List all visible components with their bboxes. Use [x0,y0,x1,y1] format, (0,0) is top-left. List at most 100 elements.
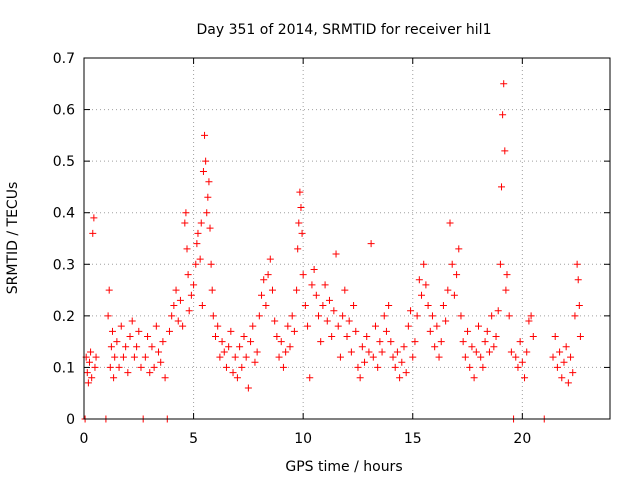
x-tick-label: 0 [80,431,89,447]
data-point [575,302,583,310]
x-axis-label: GPS time / hours [285,459,402,475]
data-point [293,286,301,294]
data-point [133,343,141,351]
data-point [341,286,349,294]
data-point [367,240,375,248]
data-point [551,332,559,340]
data-point [503,271,511,279]
data-point [240,332,248,340]
data-point [251,358,259,366]
data-point [431,343,439,351]
data-point [562,343,570,351]
data-point [197,219,205,227]
data-point [89,229,97,237]
data-point [424,302,432,310]
data-point [448,260,456,268]
y-tick-label: 0.2 [53,309,75,325]
data-point [301,302,309,310]
plot-frame [83,57,611,420]
data-point [415,276,423,284]
data-point [277,338,285,346]
data-point [190,281,198,289]
data-point [444,286,452,294]
data-point [347,348,355,356]
data-point [516,338,524,346]
data-point [231,353,239,361]
data-point [181,219,189,227]
data-point [150,363,158,371]
data-point [361,358,369,366]
data-point [488,312,496,320]
data-point [208,286,216,294]
data-point [298,229,306,237]
data-point [437,338,445,346]
data-point [330,307,338,315]
data-point [481,338,489,346]
data-point [294,245,302,253]
data-point [196,255,204,263]
data-point [286,343,294,351]
data-point [354,363,362,371]
data-point [165,327,173,335]
data-point [308,281,316,289]
data-point [110,374,118,382]
data-point [295,219,303,227]
data-point [492,332,500,340]
data-point [376,338,384,346]
data-point [560,358,568,366]
data-point [225,343,233,351]
data-point [371,322,379,330]
data-point [387,338,395,346]
data-point [523,348,531,356]
data-point [317,338,325,346]
data-point [529,332,537,340]
data-point [455,245,463,253]
data-point [356,374,364,382]
data-point [499,111,507,119]
data-point [206,224,214,232]
data-point [573,260,581,268]
data-point [461,353,469,361]
y-tick-label: 0.7 [53,51,75,67]
data-point [216,353,224,361]
data-point [514,363,522,371]
grid [84,58,610,419]
data-point [194,229,202,237]
data-point [306,374,314,382]
data-point [494,307,502,315]
data-point [564,379,572,387]
data-point [107,343,115,351]
data-point [483,327,491,335]
data-point [470,374,478,382]
data-point [220,348,228,356]
data-point [475,322,482,330]
data-point [477,353,485,361]
data-point [172,286,180,294]
data-point [185,307,193,315]
data-point [236,343,244,351]
data-point [182,209,190,217]
data-point [404,322,412,330]
data-point [323,317,331,325]
data-point [297,204,305,212]
data-point [433,322,441,330]
data-point [222,363,230,371]
data-point [350,302,358,310]
y-tick-label: 0.5 [53,154,75,170]
data-point [420,260,428,268]
data-point [512,353,520,361]
data-point [218,338,226,346]
data-point [365,348,373,356]
data-point [296,188,304,196]
data-point [242,353,250,361]
data-point [339,312,347,320]
data-point [380,312,388,320]
data-point [203,209,211,217]
data-point [310,265,318,273]
data-point [253,348,261,356]
data-point [453,271,461,279]
data-point [556,348,564,356]
data-point [439,302,447,310]
data-point [87,348,95,356]
data-point [155,348,163,356]
